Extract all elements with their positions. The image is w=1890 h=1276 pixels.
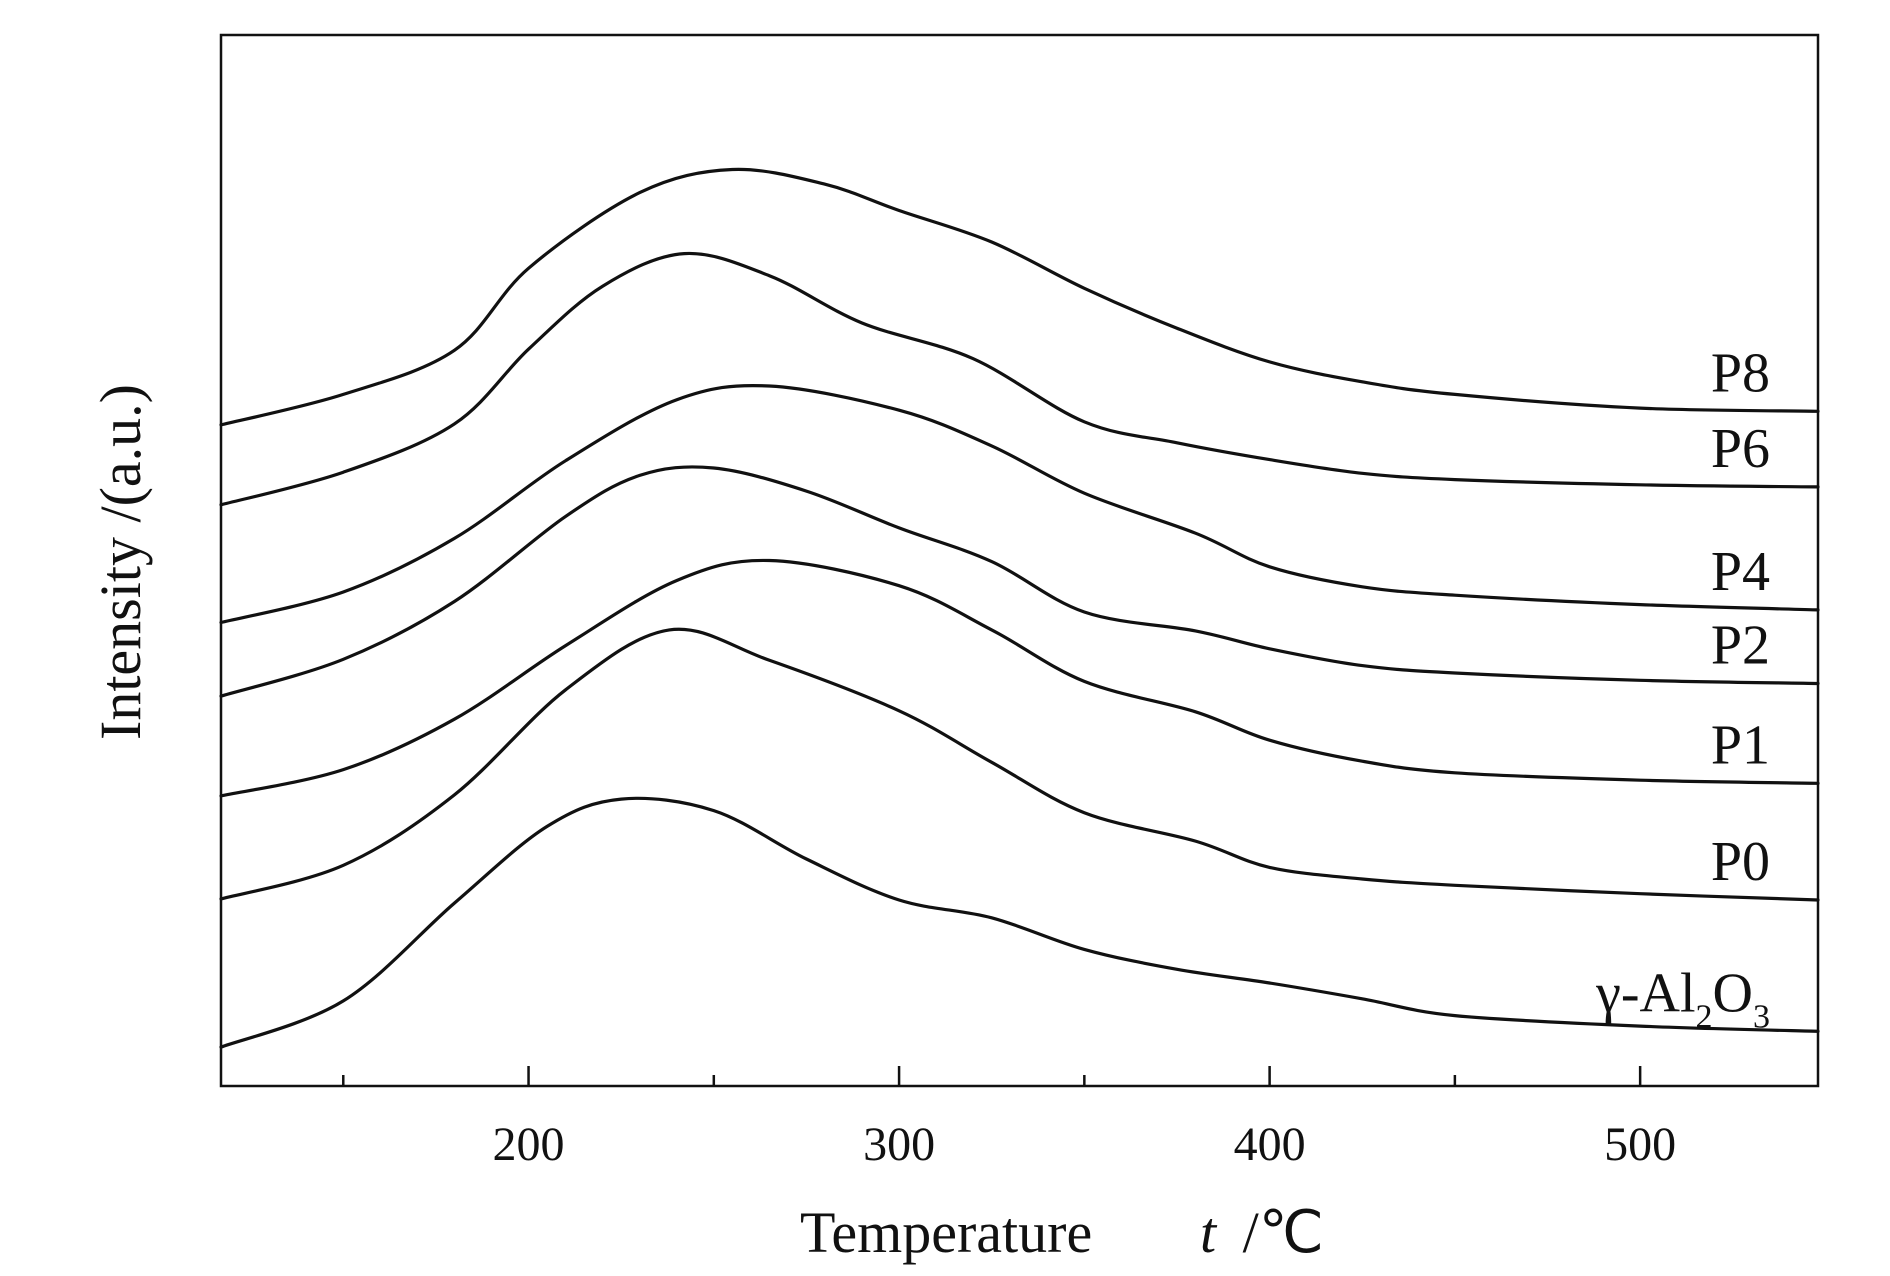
series-labels: P8 P6 P4 P2 P1 P0 γ-Al2O3 [1595,342,1770,1035]
series-line [219,558,1820,798]
y-axis-title: Intensity /(a.u.) [88,384,153,740]
series-label: P6 [1711,418,1770,480]
x-axis-title: Temperature t /℃ [800,1200,1324,1265]
x-axis-ticks [342,1066,1642,1086]
series-label: γ-Al2O3 [1595,962,1770,1035]
series-label: P0 [1711,831,1770,893]
x-tick-label: 500 [1604,1118,1676,1171]
series-line [219,251,1820,507]
series-line [219,627,1820,902]
x-tick-label: 300 [863,1118,935,1171]
series-label: P8 [1711,342,1770,404]
series-curves [219,167,1820,1049]
x-tick-label: 400 [1234,1118,1306,1171]
x-tick-label: 200 [493,1118,565,1171]
series-label: P2 [1711,614,1770,676]
series-line [219,465,1820,698]
x-axis-title-var: t [1200,1200,1218,1265]
series-label: P4 [1711,541,1770,603]
x-axis-title-text: Temperature [800,1200,1092,1265]
x-axis-tick-labels: 200 300 400 500 [493,1118,1677,1171]
series-line [219,383,1820,625]
x-axis-title-unit: /℃ [1243,1200,1324,1265]
series-line [219,167,1820,427]
series-label: P1 [1711,714,1770,776]
plot-frame [219,33,1820,1088]
series-line [219,796,1820,1049]
